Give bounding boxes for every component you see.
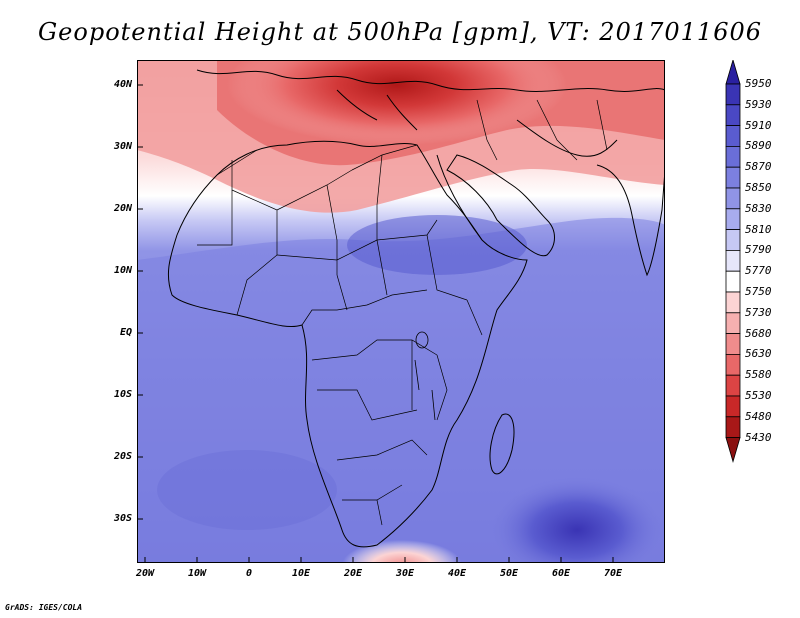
colorbar-swatch xyxy=(725,333,741,355)
colorbar-swatch xyxy=(725,416,741,438)
colorbar-swatch xyxy=(725,146,741,168)
colorbar-swatch xyxy=(725,270,741,293)
colorbar-swatch xyxy=(725,166,741,189)
colorbar xyxy=(725,60,741,464)
lon-label-20w: 20W xyxy=(135,568,155,579)
trough-lobe xyxy=(347,215,527,275)
map-panel xyxy=(137,60,665,563)
colorbar-swatch xyxy=(725,353,741,376)
lon-label-50e: 50E xyxy=(499,568,519,579)
colorbar-swatch xyxy=(725,104,741,126)
colorbar-swatch xyxy=(725,312,741,335)
lat-label-40n: 40N xyxy=(113,79,132,90)
colorbar-level-label: 5430 xyxy=(745,430,772,444)
geopotential-map xyxy=(137,60,665,563)
colorbar-level-label: 5680 xyxy=(745,326,772,340)
colorbar-level-label: 5730 xyxy=(745,305,772,319)
colorbar-level-label: 5480 xyxy=(745,409,772,423)
colorbar-level-label: 5930 xyxy=(745,97,772,111)
colorbar-level-label: 5770 xyxy=(745,264,772,278)
lat-label-30s: 30S xyxy=(113,513,132,524)
colorbar-swatch xyxy=(725,291,741,314)
lat-label-20n: 20N xyxy=(113,203,132,214)
colorbar-level-label: 5850 xyxy=(745,181,772,194)
colorbar-level-label: 5790 xyxy=(745,243,772,257)
colorbar-swatch xyxy=(725,187,741,210)
colorbar-level-label: 5950 xyxy=(745,77,772,90)
colorbar-level-label: 5810 xyxy=(745,222,772,236)
colorbar-level-label: 5830 xyxy=(745,201,772,215)
lon-label-20e: 20E xyxy=(343,568,363,579)
lon-label-10w: 10W xyxy=(187,568,207,579)
colorbar-top-arrow xyxy=(725,60,741,85)
colorbar-level-label: 5890 xyxy=(745,139,772,153)
lat-label-10n: 10N xyxy=(113,265,132,276)
south-atlantic-lobe xyxy=(157,450,337,530)
colorbar-bottom-arrow xyxy=(725,437,741,464)
ridge-maximum xyxy=(227,60,567,145)
lon-label-10e: 10E xyxy=(291,568,311,579)
map-title: Geopotential Height at 500hPa [gpm], VT:… xyxy=(38,18,762,46)
axis-ticks xyxy=(137,84,614,563)
colorbar-swatch xyxy=(725,125,741,147)
lat-label-eq: EQ xyxy=(119,327,132,338)
colorbar-swatch xyxy=(725,229,741,251)
colorbar-level-label: 5580 xyxy=(745,368,772,382)
lat-label-30n: 30N xyxy=(113,141,132,152)
lakes xyxy=(414,331,436,421)
colorbar-level-label: 5530 xyxy=(745,389,772,402)
coastlines xyxy=(167,69,665,548)
colorbar-swatch xyxy=(725,83,741,106)
country-borders xyxy=(197,99,608,526)
south-indian-minimum xyxy=(487,475,665,563)
lon-label-70e: 70E xyxy=(603,568,623,579)
colorbar-swatch xyxy=(725,208,741,231)
colorbar-level-label: 5870 xyxy=(745,160,772,174)
map-frame xyxy=(137,60,665,563)
lat-label-20s: 20S xyxy=(113,451,132,462)
colorbar-level-label: 5630 xyxy=(745,347,772,361)
grads-credit: GrADS: IGES/COLA xyxy=(5,603,83,612)
colorbar-level-label: 5910 xyxy=(745,118,772,132)
cool-region xyxy=(137,217,665,563)
colorbar-swatch xyxy=(725,249,741,272)
lon-label-0: 0 xyxy=(245,568,253,579)
lat-label-10s: 10S xyxy=(113,389,132,400)
lon-label-30e: 30E xyxy=(395,568,415,579)
colorbar-swatches xyxy=(725,60,741,464)
colorbar-swatch xyxy=(725,374,741,397)
lon-label-40e: 40E xyxy=(447,568,467,579)
colorbar-swatch xyxy=(725,395,741,418)
lon-label-60e: 60E xyxy=(551,568,571,579)
colorbar-level-label: 5750 xyxy=(745,285,772,298)
